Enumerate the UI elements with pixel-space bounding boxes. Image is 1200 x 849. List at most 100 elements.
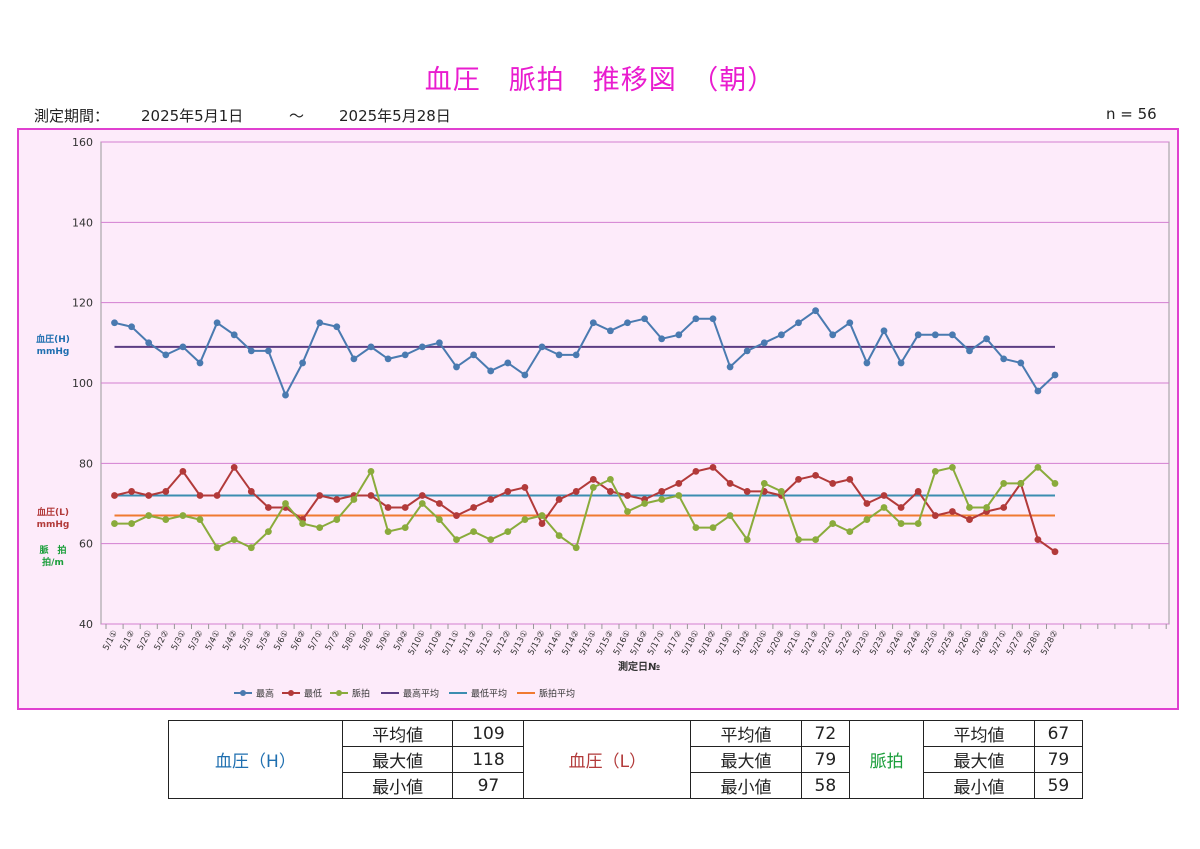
data-point [230, 331, 238, 339]
period-label: 測定期間： [34, 107, 110, 125]
data-point [316, 492, 324, 499]
data-point [675, 480, 683, 487]
stat-value: 79 [1033, 746, 1084, 773]
legend-label: 最高平均 [403, 688, 439, 700]
x-tick-label: 5/1① [101, 629, 120, 653]
x-tick-label: 5/6② [289, 629, 308, 653]
data-point [846, 528, 854, 536]
data-point [795, 536, 802, 544]
data-point [247, 347, 255, 355]
data-point [350, 355, 358, 363]
data-point [418, 492, 426, 499]
data-point [299, 359, 306, 367]
data-point [743, 488, 751, 495]
data-point [692, 524, 700, 531]
data-point [470, 351, 477, 359]
data-point [111, 520, 118, 527]
x-tick-label: 5/4① [204, 629, 223, 653]
chart-area: 40 60 80 100 120 140 160 5/1① 5/1② 5/2① 5/2② 5/3① 5/… [17, 128, 1179, 710]
data-point [914, 488, 922, 495]
data-point [504, 528, 512, 536]
data-point [624, 492, 631, 499]
data-point [966, 504, 973, 511]
data-point [453, 512, 460, 519]
data-point [418, 343, 426, 351]
data-point [778, 488, 785, 495]
data-point [487, 367, 495, 375]
data-point [726, 363, 734, 371]
x-tick-label: 5/1② [118, 629, 137, 653]
data-point [521, 371, 529, 379]
data-point [760, 339, 768, 347]
data-point [1000, 355, 1008, 363]
data-point [880, 327, 888, 335]
data-point [333, 516, 341, 523]
data-point [983, 504, 990, 511]
data-point [504, 359, 512, 367]
data-point [966, 347, 973, 355]
group-label-bp-high: 血圧（H） [168, 720, 343, 799]
x-tick-label: 5/8① [341, 629, 360, 653]
data-point [111, 492, 118, 499]
data-point [350, 496, 358, 503]
data-point [1000, 480, 1008, 487]
data-point [607, 488, 614, 495]
data-point [128, 520, 135, 527]
data-point [196, 516, 204, 523]
y-axis-title-bp-low: 血圧(L) [37, 506, 69, 518]
data-point [641, 500, 648, 507]
series-line [114, 465, 1056, 553]
data-point [1017, 480, 1025, 487]
stat-name: 最大値 [923, 746, 1035, 773]
data-point [726, 512, 734, 519]
data-point [247, 544, 255, 552]
data-point [795, 476, 802, 483]
legend-label: 最高 [256, 688, 274, 700]
stat-value: 72 [800, 720, 850, 747]
y-axis-title-pulse: 脈 拍 [39, 544, 66, 556]
data-point [846, 319, 854, 327]
date-tilde: ～ [289, 107, 305, 125]
x-axis-title: 測定日№ [618, 660, 660, 673]
stat-value: 59 [1033, 772, 1084, 799]
group-label-pulse: 脈拍 [848, 720, 925, 799]
data-point [384, 504, 392, 511]
data-point [829, 520, 837, 527]
sample-count: n = 56 [1106, 105, 1157, 123]
data-point [675, 331, 683, 339]
data-point [966, 516, 973, 523]
stat-name: 平均値 [341, 720, 454, 747]
stat-name: 最小値 [923, 772, 1035, 799]
data-point [555, 532, 563, 540]
data-point [1000, 504, 1008, 511]
legend-label: 脈拍 [352, 688, 370, 700]
data-point [555, 351, 563, 359]
data-point [897, 504, 905, 511]
x-tick-label: 5/7② [324, 629, 343, 653]
data-point [863, 500, 871, 507]
data-point [1034, 536, 1042, 544]
data-point [572, 351, 580, 359]
data-point [589, 476, 597, 483]
data-point [846, 476, 854, 483]
stat-name: 平均値 [690, 720, 802, 747]
summary-row: 最小値 97 最小値 58 最小値 59 [169, 772, 1084, 799]
stat-name: 最大値 [690, 746, 802, 773]
stat-value: 79 [800, 746, 850, 773]
y-tick-label: 40 [79, 618, 93, 631]
legend-marker [240, 690, 246, 696]
stat-value: 118 [452, 746, 525, 773]
legend-label: 脈拍平均 [539, 688, 575, 700]
data-point [880, 504, 888, 511]
data-point [128, 323, 135, 331]
data-point [333, 496, 341, 503]
data-point [265, 528, 272, 536]
data-point [179, 467, 187, 475]
data-point [914, 520, 922, 527]
data-point [949, 508, 956, 515]
data-point [247, 488, 255, 495]
x-tick-label: 5/7① [307, 629, 326, 653]
data-point [812, 536, 819, 544]
x-tick-label: 5/3① [170, 629, 189, 653]
start-date: 2025年5月1日 [141, 107, 244, 125]
